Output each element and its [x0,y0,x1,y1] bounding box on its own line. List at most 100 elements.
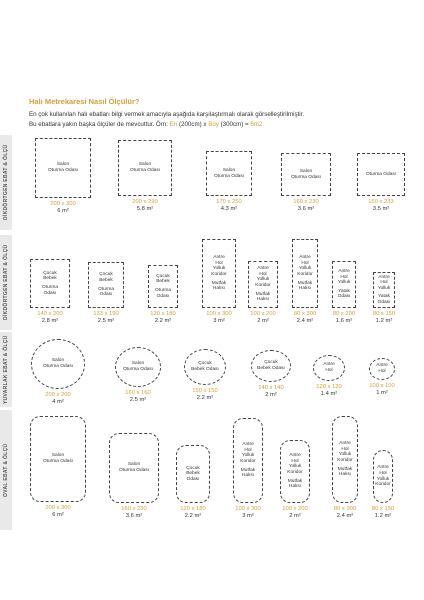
rug-usage-line: Bebek [186,471,200,477]
rug-area-label: 2.2 m² [154,318,172,324]
intro-boy: Boy [208,121,219,128]
rug-usage-line: Odası [186,476,200,482]
rug-usage-line: Salon [222,167,236,173]
rug-usage-line: Çocuk [264,360,278,366]
rug-usage-text: Antre Hol Yolluk Koridor Mutfak Halısı [281,441,309,502]
rug-size-label: 120 x 180 [180,506,206,512]
rug-usage-line: Mutfak [297,280,313,286]
rug-usage-line: Mutfak [240,467,256,473]
rug-area-label: 1 m² [376,390,388,396]
rug-area-label: 2.2 m² [184,513,202,519]
rug-usage-line: Çocuk [198,361,212,367]
rug-usage-line: Yatak [378,294,390,300]
rug-usage-line: Oturma Odası [129,168,161,173]
rug-usage-line: Koridor [375,482,391,488]
intro-line-1: En çok kullanılan halı ebatları bilgi ve… [29,111,305,118]
rug-usage-line: Çocuk [99,272,113,278]
intro-text-b: (200cm) x [177,121,209,128]
rug-area-label: 2.4 m² [296,318,314,324]
rug-usage-text: Salon Oturma Odası [116,348,160,386]
rug-usage-text: Çocuk Bebek Oturma Odası [89,263,123,307]
rug-usage-line: Mutfak [287,478,303,484]
rug-usage-text: Antre Hol Yolluk Koridor Mutfak Halısı [234,419,262,502]
rug-size-label: 160 x 230 [293,199,319,205]
rug-usage-line: Çocuk [186,465,200,471]
section-band-4 [0,410,12,530]
rug-shape: Antre Hol Yolluk Koridor Mutfak Halısı [202,239,236,308]
rug-area-label: 2.5 m² [97,318,115,324]
rug-size-label: 200 x 290 [132,199,158,205]
rug-usage-text: Antre Hol Yolluk Yatak Odası [333,262,355,307]
rug-usage-line: Koridor [255,283,271,288]
rug-shape: Çocuk Bebek Odası [251,350,291,382]
rug-shape: Salon Oturma Odası [118,140,172,196]
rug-usage-line: Mutfak [255,291,271,297]
rug-shape: Antre Hol Yolluk Koridor Mutfak Halısı [332,416,358,503]
rug-usage-line: Oturma [98,286,114,292]
section-label-rect-1: DİKDÖRTGEN EBAT & ÖLÇÜ [3,144,9,221]
rug-usage-line: Salon [138,162,152,168]
section-label-round: YUVARLAK EBAT & ÖLÇÜ [3,335,9,404]
rug-usage-line: Antre [323,362,335,368]
rug-usage-line: Oturma [42,285,58,290]
rug-usage-text: Çocuk Bebek Oturma Odası [31,260,69,307]
rug-usage-line: Koridor [337,458,353,463]
rug-area-label: 4 m² [52,399,64,405]
rug-usage-line: Hol [291,458,299,464]
rug-size-label: 120 x 120 [316,384,342,390]
intro-text-a: Bu ebatlara yakın başka ölçüler de mevcu… [29,121,170,128]
rug-area-label: 1.2 m² [374,513,392,519]
rug-shape: Salon Oturma Odası [30,416,86,502]
rug-size-label: 80 x 150 [371,506,395,512]
rug-usage-text: Çocuk Bebek Oturma Odası [149,266,177,307]
rug-usage-text: Çocuk Bebek Odası [177,446,209,502]
rug-size-label: 200 x 300 [45,505,71,511]
rug-usage-text: Antre Hol Yolluk Koridor Mutfak Halısı [203,240,235,307]
rug-usage-line: Halısı [288,484,302,490]
rug-shape: Antre Hol Yolluk Koridor Mutfak Halısı [248,261,278,308]
rug-area-label: 2 m² [265,392,277,398]
rug-usage-line: Hol [325,368,333,373]
rug-area-label: 2.2 m² [196,395,214,401]
rug-usage-line: Antre [338,269,350,275]
rug-size-label: 100 x 300 [235,506,261,512]
rug-usage-line: Antre [377,465,389,471]
rug-usage-line: Antre [376,363,388,369]
rug-area-label: 3.6 m² [125,513,143,519]
rug-area-label: 1.2 m² [375,318,393,324]
rug-usage-text: Antre Hol Yolluk Koridor [374,451,392,502]
rug-usage-line: Yatak [338,288,350,294]
rug-usage-text: Salon Oturma Odası [32,340,84,388]
section-band-2 [0,235,12,330]
rug-usage-text: Çocuk Bebek Odası [252,351,290,381]
rug-shape: Salon Oturma Odası [109,433,159,503]
rug-usage-line: Oturma Odası [365,171,397,177]
section-band-1 [0,135,12,230]
rug-usage-line: Koridor [287,470,303,475]
rug-usage-line: Koridor [211,272,227,277]
rug-usage-line: Bebek Odası [191,367,219,372]
rug-usage-line: Oturma Odası [42,459,74,464]
rug-size-label: 170 x 250 [216,199,242,205]
rug-area-label: 3 m² [242,513,254,519]
rug-size-label: 100 x 100 [369,383,395,389]
rug-usage-line: Yolluk [337,280,351,286]
intro-line-2: Bu ebatlara yakın başka ölçüler de mevcu… [29,121,409,128]
rug-area-label: 3.6 m² [297,206,315,212]
rug-area-label: 1.6 m² [335,318,353,324]
rug-usage-line: Hol [340,274,348,280]
rug-usage-line: Salon [51,453,65,459]
rug-shape: Çocuk Bebek Odası [184,349,226,385]
rug-area-label: 2.5 m² [129,397,147,403]
rug-usage-text: Antre Hol Yolluk Yatak Odası [374,273,394,307]
rug-usage-line: Yolluk [256,277,270,283]
rug-usage-text: Antre Hol Yolluk Koridor Mutfak Halısı [293,240,317,307]
rug-usage-line: Salon [56,162,70,168]
rug-usage-line: Yolluk [376,476,390,482]
rug-usage-line: Antre [213,255,225,261]
rug-size-label: 150 x 150 [192,388,218,394]
section-band-3 [0,332,12,407]
rug-usage-line: Çocuk [156,273,170,279]
rug-size-label: 200 x 200 [45,392,71,398]
rug-size-label: 150 x 233 [368,199,394,205]
